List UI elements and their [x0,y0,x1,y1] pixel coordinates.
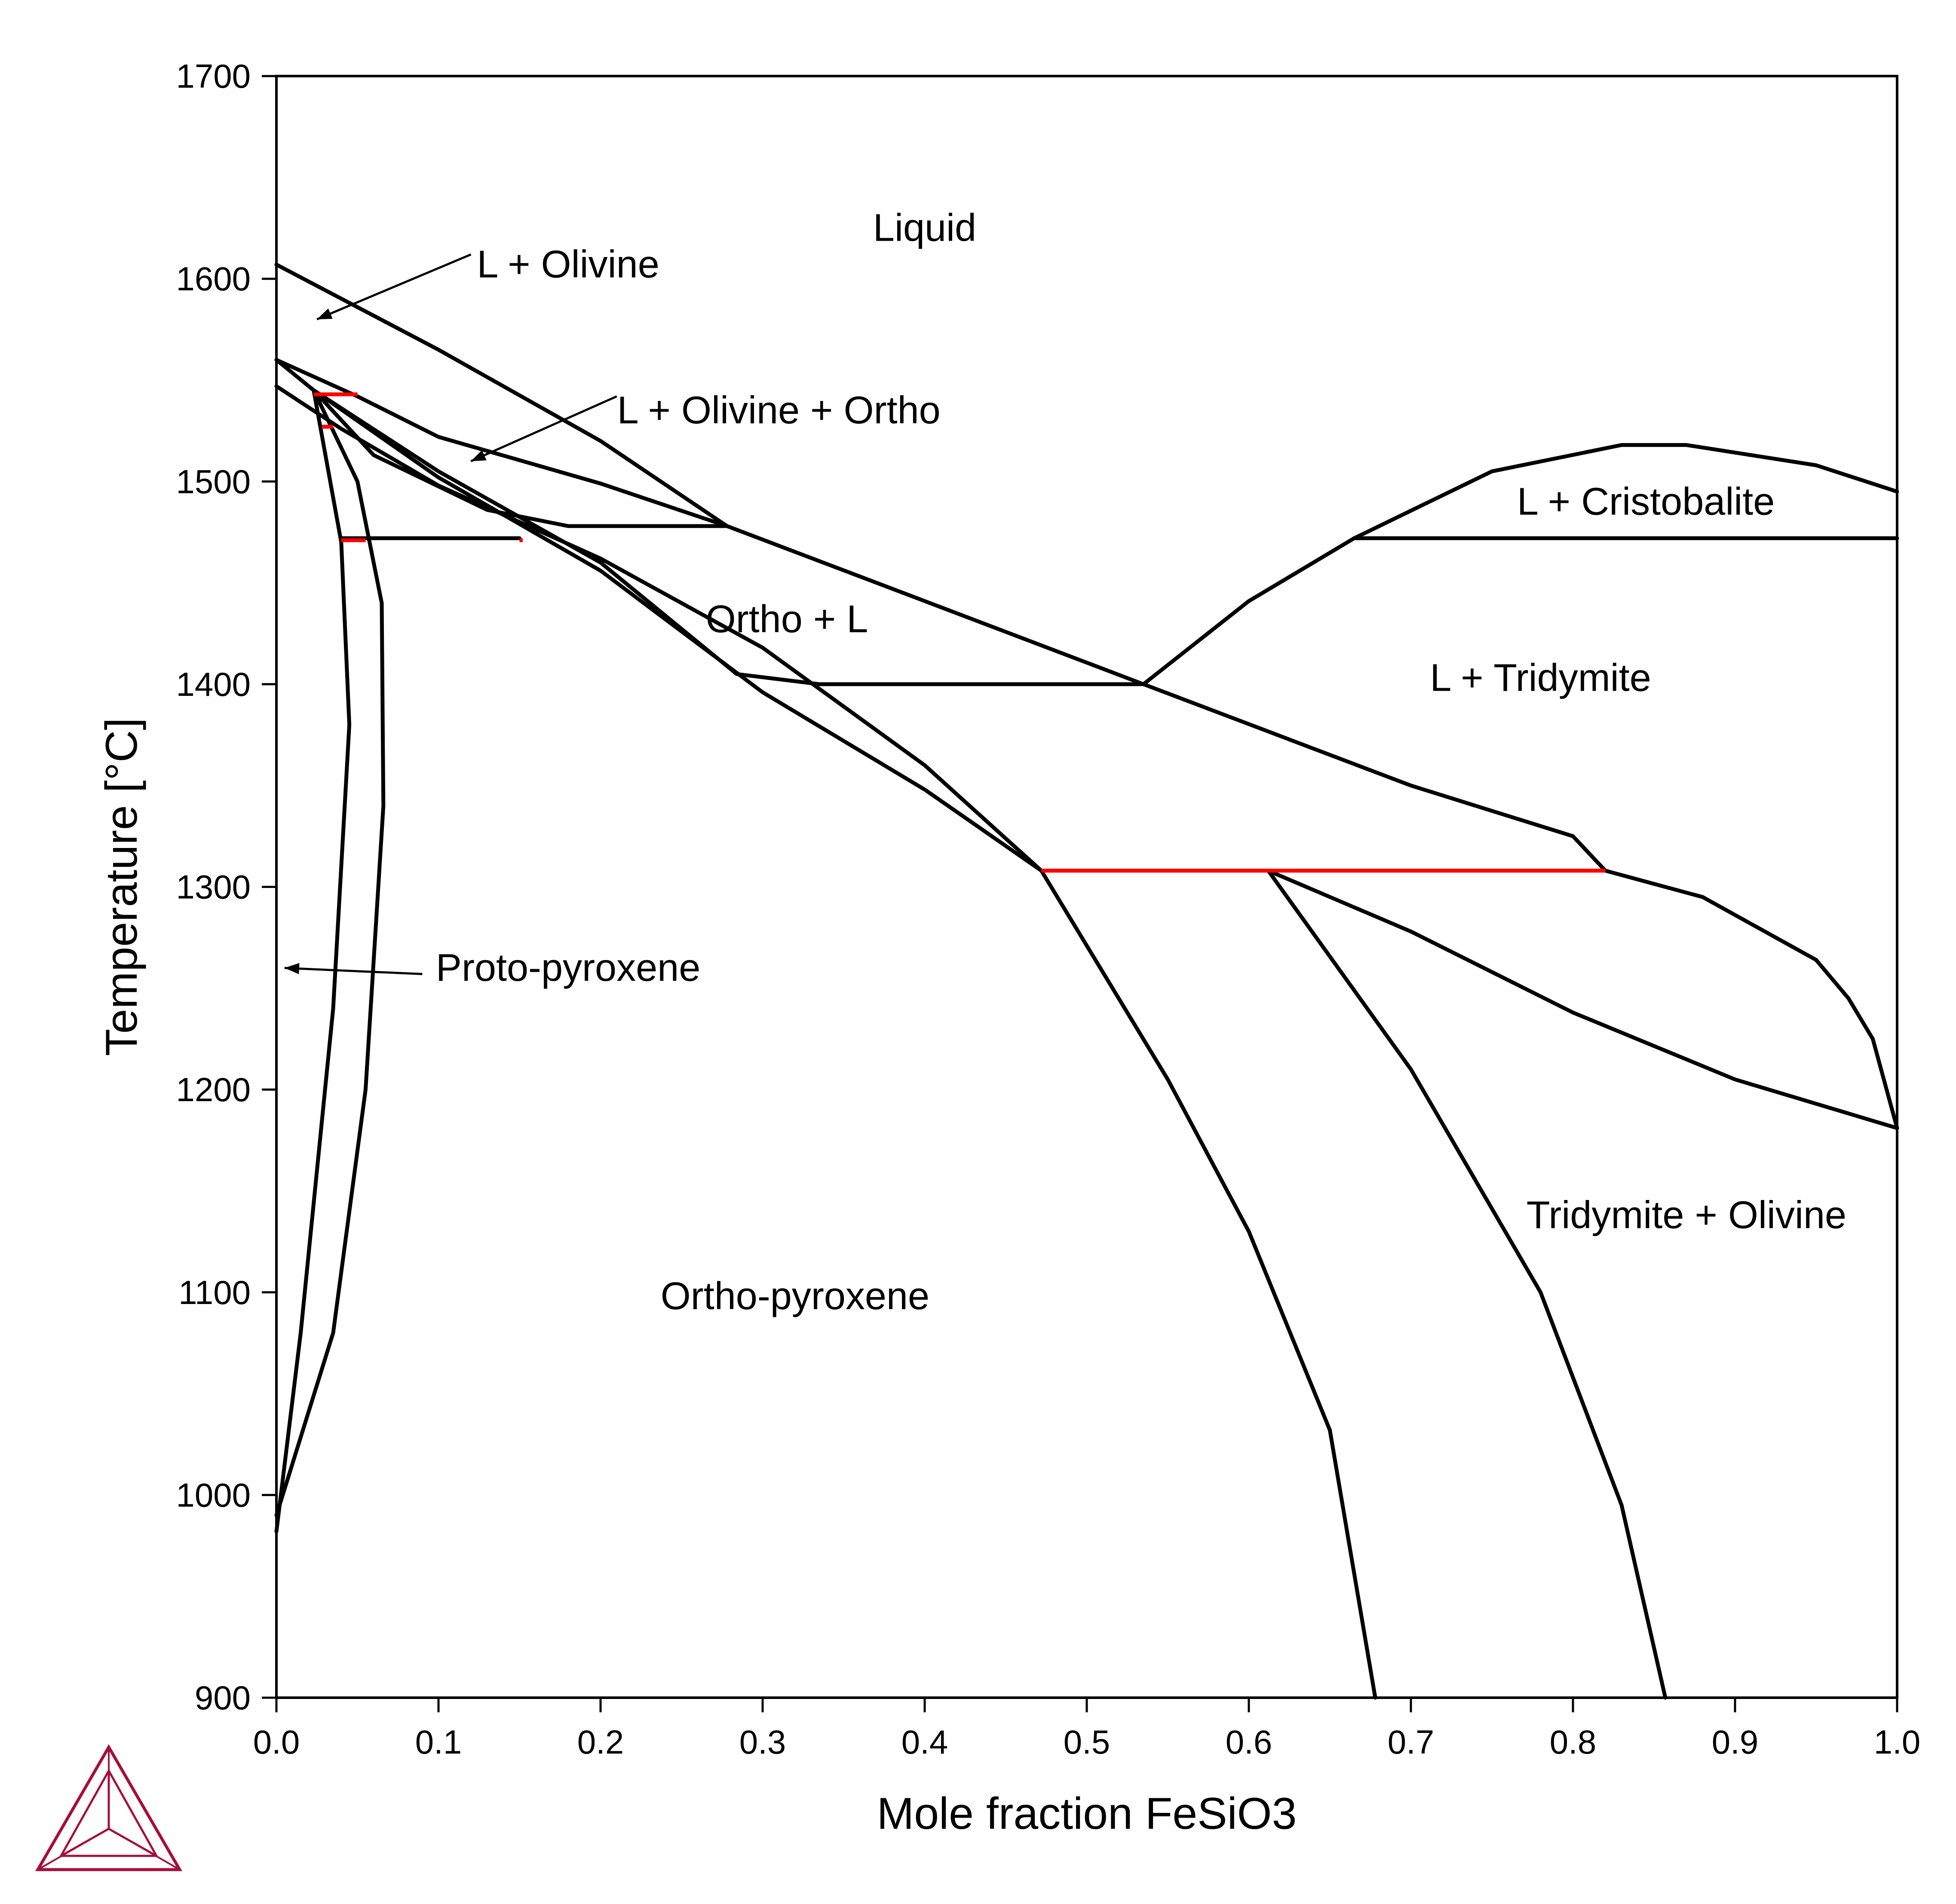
y-axis-ticks: 900 1000 1100 1200 1300 1400 1500 1600 1700 [176,57,276,1717]
x-tick-label: 1.0 [1874,1723,1920,1761]
region-label: L + Olivine [477,243,659,286]
region-label: L + Olivine + Ortho [617,389,941,432]
x-tick-label: 0.8 [1550,1723,1596,1761]
phase-boundary-5 [312,388,1146,686]
phase-boundary-11 [1039,869,1377,1700]
annotation-arrow-3 [284,963,423,975]
y-tick-label: 1200 [176,1071,251,1108]
x-axis-title: Mole fraction FeSiO3 [877,1789,1297,1839]
x-tick-label: 0.4 [901,1723,948,1761]
y-tick-label: 1300 [176,868,251,906]
region-label: Liquid [873,207,976,250]
region-labels: Liquid L + Olivine L + Olivine + Ortho Orth… [436,207,1846,1318]
x-axis-ticks: 0.0 0.1 0.2 0.3 0.4 0.5 0.6 0.7 0.8 0.9 1.0 [253,1698,1920,1761]
region-label: Ortho-pyroxene [661,1275,929,1318]
plot-frame [275,75,1898,1699]
phase-boundary-6 [312,388,1043,873]
x-tick-label: 0.3 [739,1723,786,1761]
x-tick-label: 0.5 [1064,1723,1110,1761]
phase-boundary-13 [1266,869,1899,1130]
x-tick-label: 0.1 [415,1723,462,1761]
x-tick-label: 0.9 [1712,1723,1758,1761]
y-tick-label: 1400 [176,665,251,703]
phase-boundaries [274,263,1899,1700]
x-tick-label: 0.2 [577,1723,624,1761]
annotation-arrow-1 [316,253,472,321]
phase-boundary-1 [274,263,729,528]
region-label: Proto-pyroxene [436,946,700,989]
region-label: L + Tridymite [1430,657,1651,700]
x-tick-label: 0.0 [253,1723,300,1761]
x-tick-label: 0.6 [1226,1723,1272,1761]
region-label: Ortho + L [706,598,868,641]
phase-boundary-14 [274,388,352,1534]
invariant-lines [313,392,1606,873]
region-label: L + Cristobalite [1517,480,1775,523]
y-axis-title: Temperature [°C] [97,718,147,1056]
annotation-arrows [284,253,617,975]
phase-boundary-3 [274,384,1043,873]
phase-boundary-15 [274,388,386,1517]
phase-boundary-2 [274,358,729,528]
region-label: Tridymite + Olivine [1527,1194,1846,1237]
thermo-calc-logo [35,1744,183,1871]
y-tick-label: 1000 [176,1476,251,1514]
annotation-arrow-2 [470,395,617,462]
x-tick-label: 0.7 [1388,1723,1434,1761]
phase-boundary-4 [274,358,729,528]
phase-boundary-7 [725,524,1899,1130]
y-tick-label: 1500 [176,462,251,500]
y-tick-label: 1100 [178,1273,251,1311]
y-tick-label: 900 [195,1679,251,1717]
y-tick-label: 1700 [176,57,251,95]
phase-boundary-8 [1141,443,1899,686]
phase-boundary-12 [1266,869,1668,1700]
y-tick-label: 1600 [176,260,251,298]
